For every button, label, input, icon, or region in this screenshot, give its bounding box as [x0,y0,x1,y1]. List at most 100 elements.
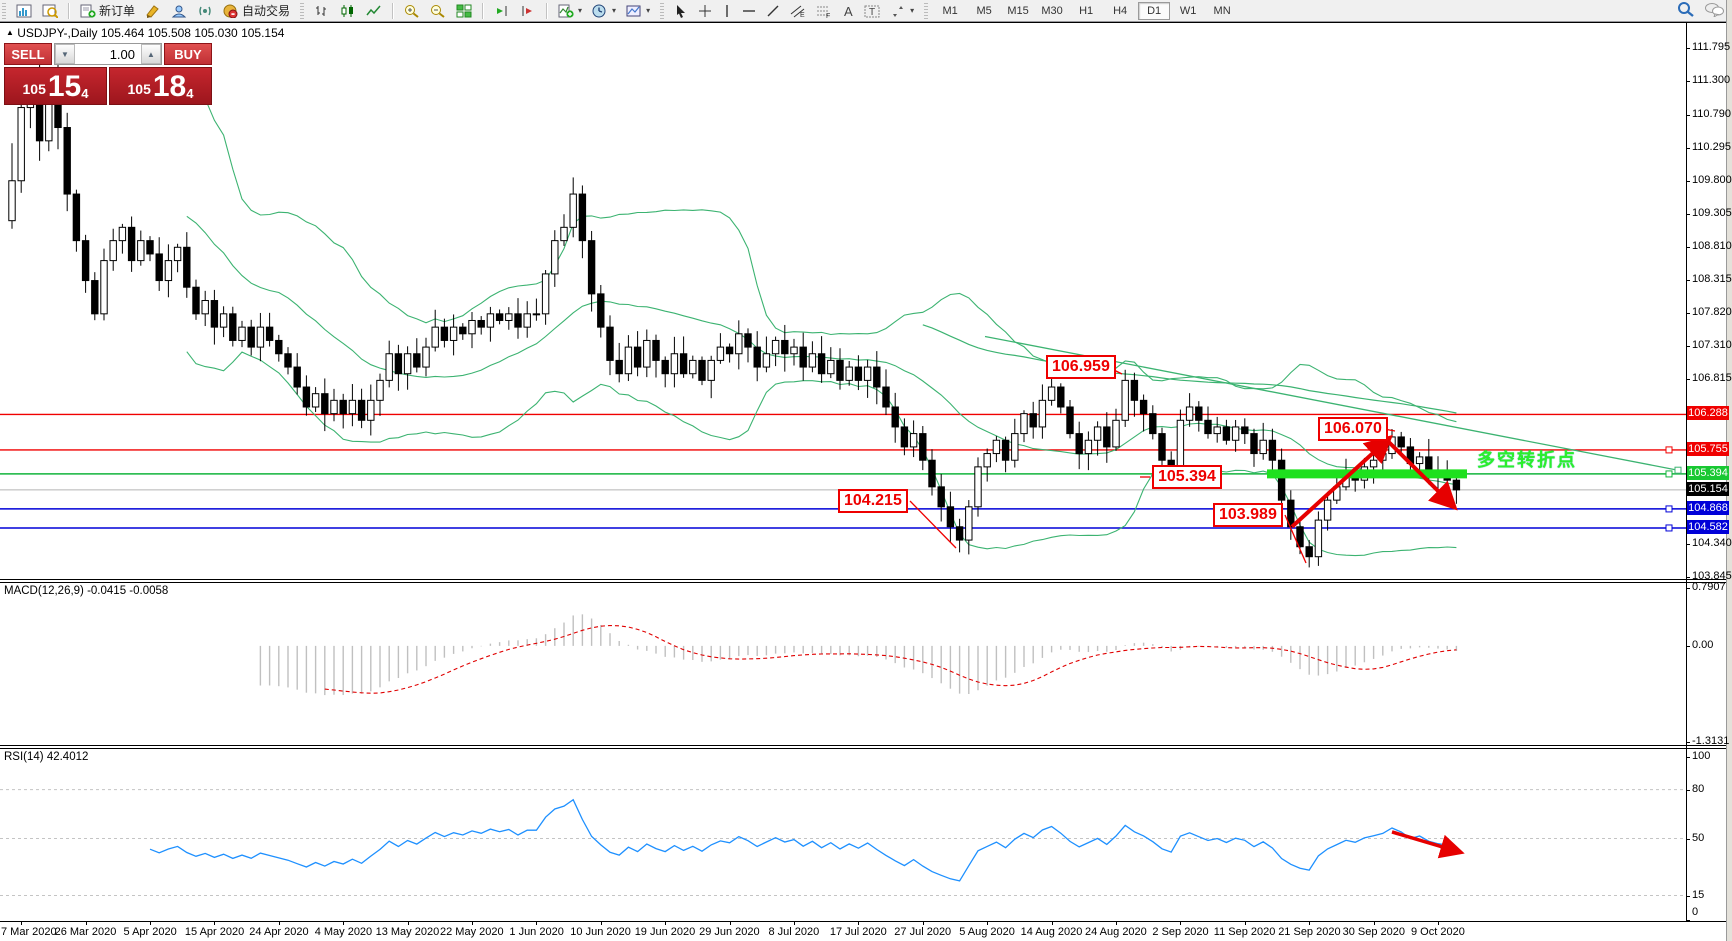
tile-windows-icon[interactable] [451,2,477,20]
ohlc-close: 105.154 [241,26,285,40]
price-axis-line[interactable] [1686,22,1687,921]
periods-icon[interactable]: ▾ [587,2,621,20]
price-callout-label[interactable]: 106.959 [1046,355,1116,379]
sell-price-prefix: 105 [22,81,46,97]
chat-icon[interactable] [1704,2,1724,20]
arrows-icon[interactable]: ▾ [885,2,919,20]
cursor-icon[interactable] [669,2,693,20]
charts-icon[interactable] [11,2,37,20]
tf-h4[interactable]: H4 [1113,4,1128,17]
price-axis-tick: 111.795 [1692,41,1731,53]
tf-m30[interactable]: M30 [1041,4,1063,17]
date-tick [407,921,409,925]
tf-h1[interactable]: H1 [1079,4,1094,17]
crosshair-icon[interactable] [693,2,717,20]
date-tick [278,921,280,925]
crayon-icon[interactable] [140,2,166,20]
price-callout-label[interactable]: 106.070 [1318,417,1388,441]
macd-axis-dash [1686,742,1690,743]
chart-shift-icon[interactable] [515,2,541,20]
zoom-in-icon[interactable] [399,2,425,20]
buy-button[interactable]: BUY [164,43,212,65]
volume-increase-button[interactable]: ▲ [141,44,161,64]
toolbar-grip[interactable] [2,2,6,19]
price-chart-canvas[interactable] [0,22,1686,579]
buy-price-button[interactable]: 105 18 4 [109,67,212,105]
tf-m15[interactable]: M15 [1007,4,1029,17]
macd-label: MACD(12,26,9) -0.0415 -0.0058 [4,585,169,597]
tf-d1[interactable]: D1 [1138,1,1171,20]
date-label: 30 Sep 2020 [1342,926,1405,938]
chart-title: ▲ USDJPY-,Daily 105.464 105.508 105.030 … [6,26,284,40]
arrows-caret-icon[interactable]: ▾ [910,6,915,15]
tf-m1[interactable]: M1 [942,4,958,17]
tf-w1[interactable]: W1 [1179,4,1197,17]
templates-icon[interactable]: ▾ [621,2,655,20]
auto-scroll-icon[interactable] [489,2,515,20]
date-label: 15 Apr 2020 [184,926,245,938]
templates-caret-icon[interactable]: ▾ [646,6,651,15]
buy-price-prefix: 105 [127,81,151,97]
price-callout-label[interactable]: 104.215 [838,489,908,513]
price-callout-label[interactable]: 103.989 [1213,503,1283,527]
bars-chart-icon[interactable] [309,2,335,20]
rsi-axis-dash [1686,838,1690,840]
macd-chart-canvas[interactable] [0,582,1686,745]
tf-mn[interactable]: MN [1213,4,1231,17]
indicators-caret-icon[interactable]: ▾ [578,6,583,15]
main-toolbar: 新订单 自动交易 [0,0,1732,22]
date-label: 9 Oct 2020 [1411,926,1465,938]
volume-input[interactable] [75,44,141,64]
oneclick-expand-icon[interactable]: ▲ [6,28,14,37]
autotrading-button[interactable]: 自动交易 [218,0,295,21]
horizontal-line-icon[interactable] [737,2,761,20]
cn-annotation-text[interactable]: 多空转折点 [1477,450,1577,470]
buy-price-sup: 4 [186,86,194,101]
sell-button[interactable]: SELL [4,43,52,65]
new-order-button[interactable]: 新订单 [75,0,140,21]
rsi-chart-canvas[interactable] [0,748,1686,921]
indicators-icon[interactable]: ▾ [553,2,587,20]
price-callout-label[interactable]: 105.394 [1152,465,1222,489]
time-axis-border [0,921,1732,922]
price-axis-tick: 110.790 [1692,107,1731,120]
line-chart-icon[interactable] [361,2,387,20]
price-axis-dash [1686,213,1690,215]
fibonacci-icon[interactable]: F [811,2,837,20]
sell-price-sup: 4 [81,86,89,101]
equidistant-channel-icon[interactable]: E [785,2,811,20]
chart-symbol: USDJPY-,Daily [17,26,98,40]
date-label: 4 May 2020 [314,926,373,938]
macd-separator[interactable] [0,579,1732,580]
text-icon[interactable]: A [837,2,859,20]
date-label: 24 Aug 2020 [1085,926,1147,938]
date-tick [85,921,87,925]
vertical-line-icon[interactable] [717,2,737,20]
date-tick [858,921,860,925]
trendline-icon[interactable] [761,2,785,20]
date-tick [343,921,345,925]
profiles-icon[interactable] [166,2,192,20]
volume-decrease-button[interactable]: ▼ [55,44,75,64]
tf-m5[interactable]: M5 [976,4,992,17]
candles-chart-icon[interactable] [335,2,361,20]
date-label: 24 Apr 2020 [249,926,309,938]
price-axis-tick: 111.300 [1692,73,1731,86]
search-icon[interactable] [1677,1,1694,20]
chart-preview-icon[interactable] [37,2,63,20]
signals-icon[interactable] [192,2,218,20]
rsi-axis-tick: 100 [1692,750,1711,762]
price-axis-badge: 106.288 [1687,406,1729,421]
price-axis-dash [1686,114,1690,116]
ohlc-open: 105.464 [100,26,145,40]
periods-caret-icon[interactable]: ▾ [612,6,617,15]
price-axis-badge: 105.394 [1687,465,1729,480]
sell-price-button[interactable]: 105 15 4 [4,67,107,105]
chart-top-border [0,22,1732,23]
rsi-separator[interactable] [0,745,1732,746]
zoom-out-icon[interactable] [425,2,451,20]
text-label-icon[interactable]: T [859,2,885,20]
price-axis-tick: 110.295 [1692,140,1731,153]
price-axis-tick: 109.305 [1692,206,1732,219]
price-axis-badge: 105.755 [1687,441,1729,456]
